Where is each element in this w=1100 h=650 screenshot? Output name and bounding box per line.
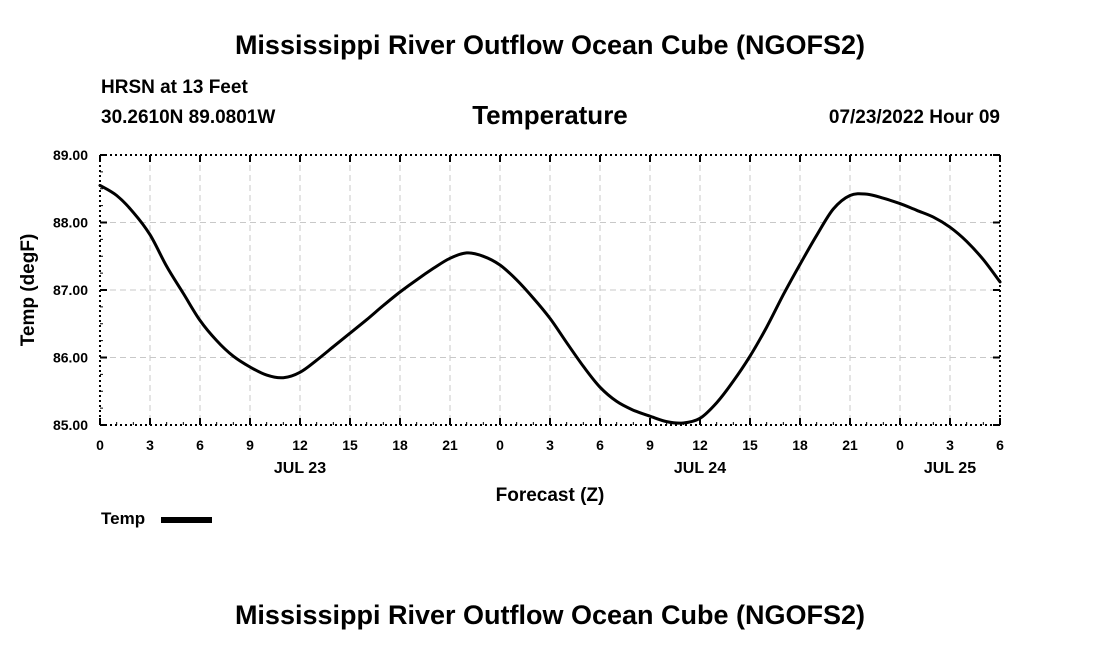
x-tick-label: 18 bbox=[792, 437, 808, 453]
y-tick-label: 88.00 bbox=[53, 215, 88, 231]
x-tick-label: 15 bbox=[742, 437, 758, 453]
x-axis-title: Forecast (Z) bbox=[496, 485, 605, 506]
x-tick-label: 0 bbox=[496, 437, 504, 453]
x-tick-label: 12 bbox=[292, 437, 308, 453]
x-tick-label: 9 bbox=[646, 437, 654, 453]
coordinates-label: 30.2610N 89.0801W bbox=[101, 107, 276, 128]
footer-title: Mississippi River Outflow Ocean Cube (NG… bbox=[234, 600, 866, 630]
x-tick-label: 18 bbox=[392, 437, 408, 453]
x-tick-label: 6 bbox=[196, 437, 204, 453]
x-tick-label: 6 bbox=[596, 437, 604, 453]
chart-title: Temperature bbox=[472, 100, 628, 130]
x-tick-label: 21 bbox=[442, 437, 458, 453]
x-tick-label: 9 bbox=[246, 437, 254, 453]
x-tick-label: 15 bbox=[342, 437, 358, 453]
x-tick-label: 3 bbox=[546, 437, 554, 453]
timestamp-label: 07/23/2022 Hour 09 bbox=[828, 107, 1000, 128]
y-tick-label: 87.00 bbox=[53, 282, 88, 298]
x-tick-label: 3 bbox=[146, 437, 154, 453]
x-tick-label: 0 bbox=[896, 437, 904, 453]
y-axis-title: Temp (degF) bbox=[18, 234, 39, 347]
x-tick-label: 0 bbox=[96, 437, 104, 453]
x-date-label: JUL 24 bbox=[674, 460, 726, 477]
main-title: Mississippi River Outflow Ocean Cube (NG… bbox=[234, 30, 866, 60]
station-label: HRSN at 13 Feet bbox=[101, 77, 248, 98]
x-tick-label: 3 bbox=[946, 437, 954, 453]
y-tick-label: 86.00 bbox=[53, 350, 88, 366]
x-date-label: JUL 23 bbox=[274, 460, 326, 477]
legend-label: Temp bbox=[101, 509, 146, 528]
series-line-temp bbox=[98, 183, 1002, 425]
x-tick-label: 21 bbox=[842, 437, 858, 453]
legend-line-swatch bbox=[161, 517, 212, 523]
x-tick-label: 6 bbox=[996, 437, 1004, 453]
x-date-label: JUL 25 bbox=[924, 460, 976, 477]
x-tick-label: 12 bbox=[692, 437, 708, 453]
y-tick-label: 85.00 bbox=[53, 417, 88, 433]
y-tick-label: 89.00 bbox=[53, 147, 88, 163]
